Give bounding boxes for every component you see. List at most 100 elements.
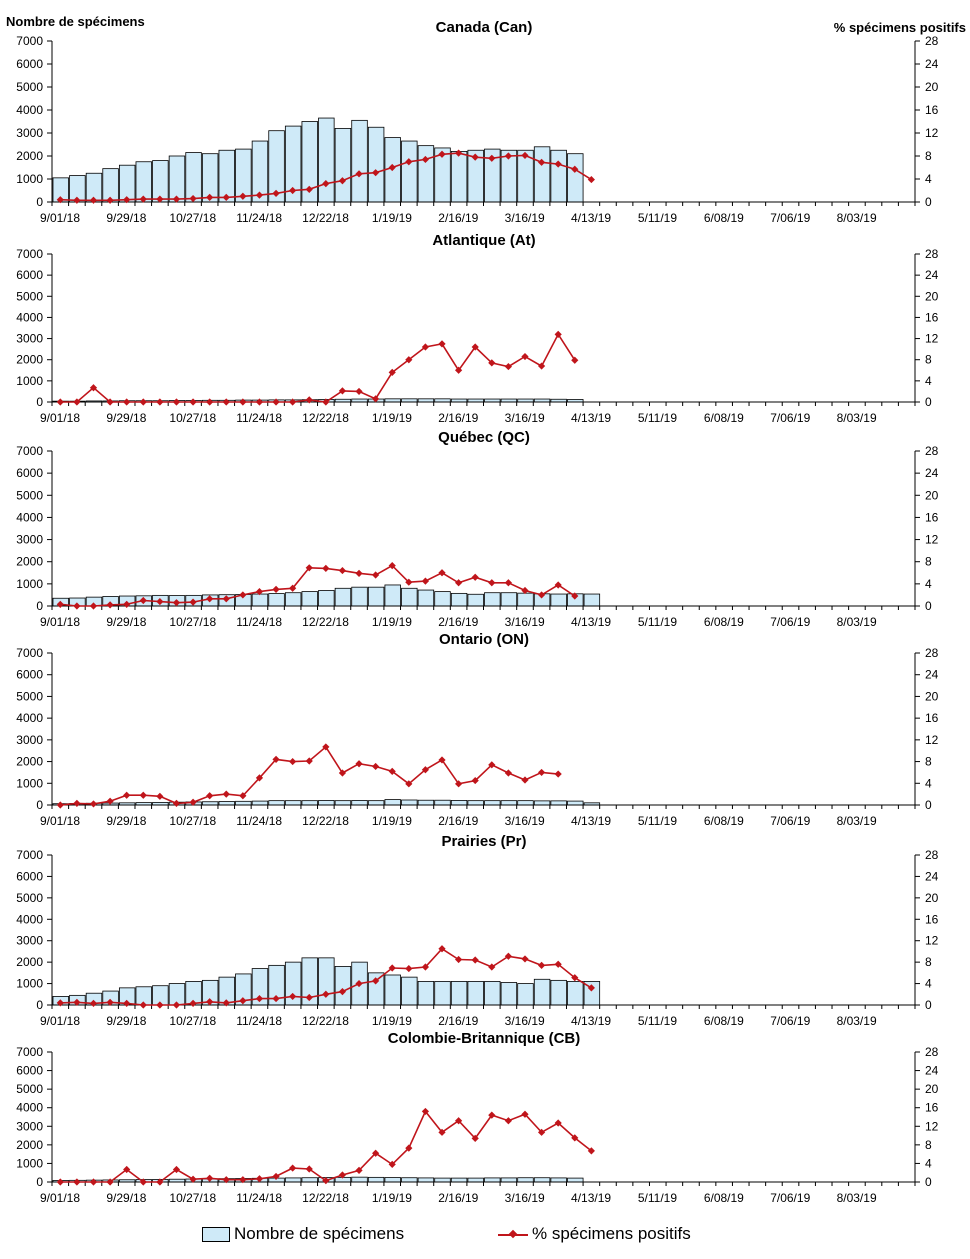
line-point [156,597,164,606]
x-tick-label: 10/27/18 [169,814,216,828]
left-tick-label: 3000 [16,934,43,948]
bar [567,800,584,806]
x-tick-label: 6/08/19 [704,211,744,225]
line-point [322,180,330,188]
left-tick-label: 5000 [16,80,43,94]
left-tick-label: 5000 [16,289,43,303]
line-point [189,798,197,806]
line-point [272,994,280,1003]
line-point [239,997,247,1005]
left-tick-label: 5000 [16,488,43,502]
left-tick-label: 1000 [16,172,43,186]
bar [450,800,468,806]
left-tick-label: 0 [36,599,43,613]
line-point [388,368,396,376]
line-point [355,387,363,396]
right-tick-label: 4 [925,374,932,388]
line-point [405,1144,413,1152]
bar [500,1177,518,1183]
bar [434,981,451,1006]
line-point [521,151,529,160]
left-tick-label: 2000 [16,1138,43,1152]
line-point [388,561,396,570]
bar [417,145,435,203]
line-point [471,776,479,785]
line-point [305,185,313,193]
bar [517,1177,534,1183]
left-tick-label: 6000 [16,466,43,480]
line-point [471,153,479,161]
line-point [471,573,479,581]
line-point [89,800,98,808]
line-point [222,398,230,406]
line-point [73,196,81,204]
line-point [89,999,98,1007]
legend-line-swatch [498,1227,528,1241]
right-tick-label: 8 [925,955,932,969]
x-tick-label: 11/24/18 [236,814,282,828]
positivity-line [60,1109,592,1183]
right-tick-label: 12 [925,332,939,346]
line-point [56,999,64,1007]
line-point [56,1178,64,1186]
line-point [272,585,280,593]
left-tick-label: 7000 [16,1045,43,1059]
left-tick-label: 6000 [16,869,43,883]
line-point [521,776,529,784]
x-tick-label: 5/11/19 [638,211,677,225]
chart-title: Canada (Can) [436,19,533,36]
bar [550,149,567,203]
line-point [405,356,413,364]
legend-item-bars: Nombre de spécimens [202,1224,404,1244]
legend-line-label: % spécimens positifs [532,1224,691,1243]
bar [384,1177,401,1183]
bar [251,593,269,607]
x-tick-label: 8/03/19 [837,1191,877,1205]
x-tick-label: 9/29/18 [106,211,146,225]
x-tick-label: 9/29/18 [106,814,146,828]
line-point [338,566,347,575]
right-tick-label: 0 [925,798,932,812]
bar [450,981,468,1006]
line-point [504,769,512,777]
line-point [322,743,330,751]
line-point [272,189,280,197]
line-point [255,994,264,1003]
left-axis-title: Nombre de spécimens [6,14,145,29]
line-point [554,581,562,589]
right-tick-label: 12 [925,1119,939,1133]
line-point [139,1001,147,1009]
right-tick-label: 16 [925,103,939,117]
x-tick-label: 8/03/19 [837,411,877,425]
right-tick-label: 28 [925,1045,939,1059]
bar [168,155,186,203]
bar [583,593,601,607]
left-tick-label: 5000 [16,891,43,905]
line-point [405,964,413,973]
line-point [421,343,430,351]
line-point [521,1110,529,1118]
line-point [123,398,131,406]
x-tick-label: 7/06/19 [770,814,810,828]
left-tick-label: 4000 [16,310,43,324]
x-tick-label: 6/08/19 [704,1191,744,1205]
line-point [289,992,297,1001]
bar [450,592,468,607]
right-tick-label: 4 [925,776,932,790]
right-tick-label: 20 [925,891,939,905]
line-point [189,999,197,1007]
x-tick-label: 1/19/19 [372,211,412,225]
right-tick-label: 0 [925,395,932,409]
line-point [206,998,214,1006]
bar [218,801,235,806]
x-tick-label: 10/27/18 [169,1191,216,1205]
bar [500,800,518,806]
bar [102,168,119,203]
x-tick-label: 9/01/18 [40,1014,80,1028]
line-point [255,774,264,782]
left-tick-label: 5000 [16,1082,43,1096]
line-point [289,186,297,195]
x-tick-label: 1/19/19 [372,615,412,629]
line-point [222,193,230,201]
right-tick-label: 16 [925,1101,939,1115]
